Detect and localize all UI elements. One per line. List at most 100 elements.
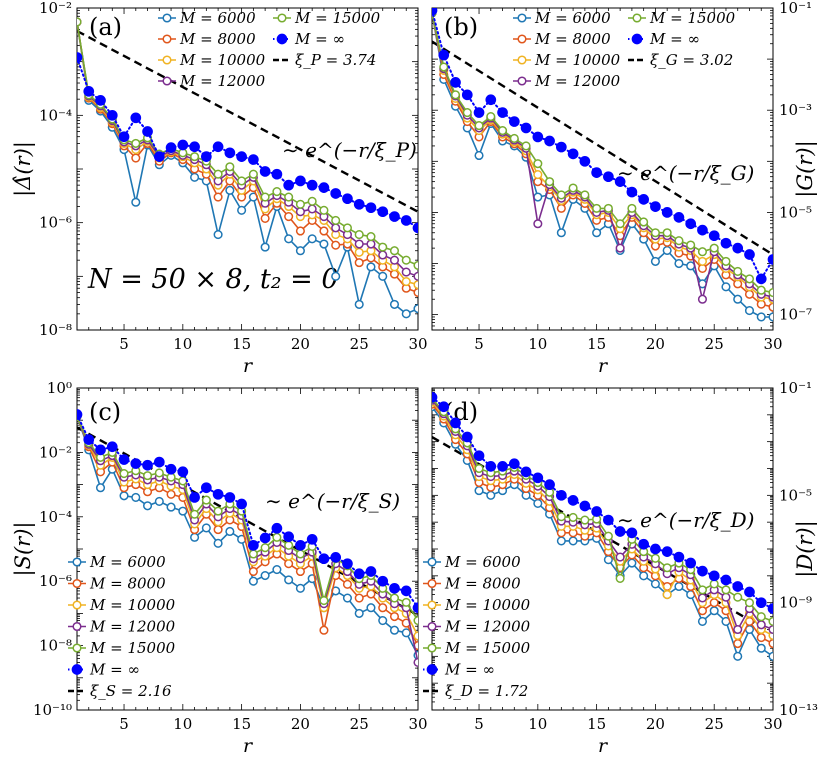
- data-point: [131, 138, 141, 148]
- data-point: [224, 147, 236, 159]
- data-point: [555, 141, 567, 153]
- y-tick-label: 10⁻⁶: [39, 572, 72, 590]
- y-tick-label: 10⁻¹³: [779, 701, 818, 719]
- data-point: [533, 219, 543, 229]
- data-point: [474, 486, 484, 496]
- data-point: [342, 579, 352, 589]
- data-point: [639, 217, 649, 227]
- data-point: [378, 603, 388, 613]
- data-point: [260, 192, 270, 202]
- legend-marker: [162, 55, 172, 65]
- data-point: [284, 234, 294, 244]
- x-tick-label: 30: [408, 715, 427, 733]
- data-point: [236, 151, 247, 162]
- data-point: [603, 171, 614, 183]
- data-point: [556, 203, 566, 213]
- data-point: [603, 531, 613, 541]
- y-tick-label: 10⁻⁵: [779, 203, 812, 221]
- data-point: [768, 312, 773, 322]
- data-point: [342, 193, 353, 205]
- data-point: [142, 126, 153, 137]
- data-point: [284, 212, 294, 222]
- data-point: [248, 549, 258, 559]
- legend-marker: [427, 600, 437, 610]
- data-point: [306, 179, 318, 191]
- data-point: [284, 192, 294, 202]
- data-point: [342, 593, 352, 603]
- x-tick-label: 20: [291, 335, 310, 353]
- legend-marker: [427, 621, 437, 632]
- data-point: [674, 236, 684, 246]
- x-axis-label: r: [243, 735, 254, 757]
- legend-item: M = 10000: [423, 596, 531, 614]
- x-tick-label: 25: [705, 335, 724, 353]
- legend-label: M = 8000: [89, 575, 166, 593]
- legend-marker: [517, 76, 527, 86]
- data-point: [225, 162, 235, 172]
- data-point: [377, 206, 389, 218]
- data-point: [756, 643, 766, 653]
- data-point: [295, 583, 305, 593]
- data-point: [213, 506, 223, 516]
- legend-marker: [72, 578, 82, 589]
- legend-label: M = 6000: [534, 9, 611, 27]
- data-point: [153, 151, 165, 162]
- data-point: [509, 133, 519, 144]
- data-point: [755, 597, 767, 609]
- data-point: [412, 222, 418, 234]
- legend-marker: [277, 13, 287, 23]
- data-point: [213, 169, 223, 179]
- data-point: [272, 187, 282, 197]
- data-point: [237, 205, 247, 215]
- data-point: [486, 112, 496, 122]
- legend-item: M = 6000: [158, 9, 256, 27]
- panel-label: (a): [89, 13, 122, 41]
- data-point: [130, 112, 142, 124]
- data-point: [733, 638, 743, 649]
- data-point: [744, 274, 755, 284]
- legend-marker: [517, 13, 527, 23]
- legend-label: M = 12000: [444, 618, 531, 636]
- data-point: [95, 95, 106, 106]
- data-point: [662, 228, 672, 238]
- data-point: [401, 276, 411, 287]
- legend-label: M = 12000: [179, 72, 266, 90]
- data-point: [354, 247, 364, 257]
- data-point: [295, 207, 305, 217]
- legend-label: M = 15000: [444, 639, 531, 657]
- data-point: [627, 558, 637, 568]
- x-tick-label: 20: [646, 335, 665, 353]
- data-point: [319, 205, 329, 215]
- legend-label: M = 15000: [89, 639, 176, 657]
- x-tick-label: 10: [173, 715, 192, 733]
- x-tick-label: 30: [763, 335, 782, 353]
- data-point: [508, 116, 520, 127]
- data-point: [768, 616, 773, 626]
- legend: M = 6000 M = 8000 M = 10000 M = 12000 M = 15…: [68, 553, 176, 700]
- data-point: [650, 256, 660, 266]
- data-point: [307, 204, 317, 214]
- panel-a: 5 10 15 20 25 30 10⁻⁸ 10⁻⁶ 10⁻⁴ 10⁻² r |Δ̂(r)| (a) ∼ …: [11, 0, 428, 377]
- x-tick-label: 20: [291, 715, 310, 733]
- x-tick-label: 15: [587, 335, 606, 353]
- data-point: [756, 612, 766, 622]
- data-point: [213, 192, 223, 202]
- data-point: [744, 598, 755, 608]
- decay-annotation: ∼ e^(−r/ξ_S): [265, 489, 400, 513]
- data-point: [650, 228, 660, 238]
- decay-annotation: ∼ e^(−r/ξ_P): [282, 138, 417, 162]
- series-line: [77, 21, 418, 315]
- data-point: [131, 492, 141, 502]
- data-point: [378, 242, 388, 252]
- legend-label: M = ∞: [294, 30, 345, 48]
- y-tick-label: 10⁻¹: [779, 0, 812, 17]
- data-point: [213, 230, 223, 240]
- x-tick-label: 10: [173, 335, 192, 353]
- legend-item: ξ_S = 2.16: [68, 682, 172, 700]
- legend-label: M = ∞: [444, 661, 495, 679]
- data-point: [486, 490, 496, 500]
- data-point: [686, 240, 696, 250]
- legend-item: M = ∞: [273, 30, 345, 48]
- data-point: [556, 190, 566, 200]
- data-point: [95, 444, 106, 456]
